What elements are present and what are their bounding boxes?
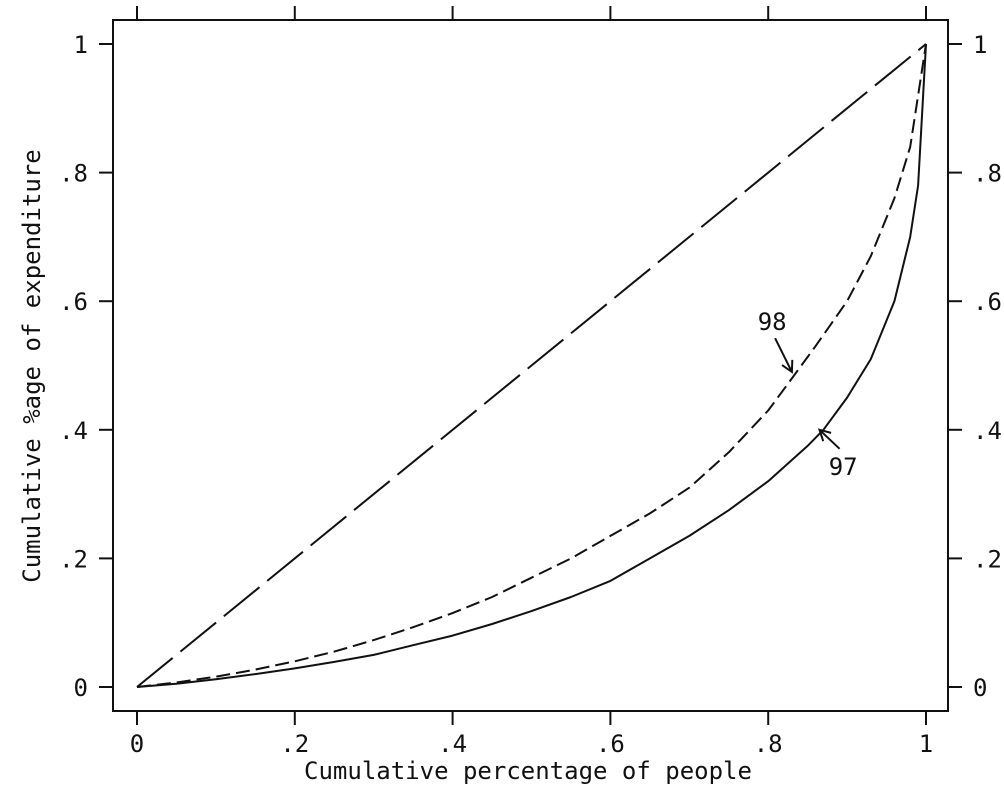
y-tick-label-left: .2 (59, 545, 88, 573)
tick-labels: 0 .2 .4 .6 .8 1 0 0 .2 .2 .4 .4 .6 .6 .8 .8 1 1 (59, 31, 1002, 758)
x-axis-label: Cumulative percentage of people (304, 757, 752, 785)
y-tick-label-right: .4 (973, 417, 1002, 445)
x-tick-label: 1 (919, 730, 933, 758)
annotation-label-97: 97 (829, 453, 858, 481)
annotation-arrowhead-98 (781, 359, 794, 374)
y-axis-label: Cumulative %age of expenditure (18, 149, 46, 582)
y-tick-label-left: 0 (74, 674, 88, 702)
y-tick-label-right: .6 (973, 288, 1002, 316)
y-tick-label-right: 1 (973, 31, 987, 59)
x-tick-label: .6 (596, 730, 625, 758)
plot-frame (112, 19, 949, 712)
annotation-arrow-98 (774, 337, 793, 373)
series-line-equality (136, 43, 927, 688)
y-tick-label-left: .6 (59, 288, 88, 316)
x-tick-label: 0 (130, 730, 144, 758)
y-tick-label-right: .2 (973, 545, 1002, 573)
x-tick-label: .8 (754, 730, 783, 758)
tick-marks (99, 6, 962, 725)
y-tick-label-left: .8 (59, 160, 88, 188)
y-tick-label-right: .8 (973, 160, 1002, 188)
series-line-97 (136, 43, 927, 688)
x-tick-label: .2 (280, 730, 309, 758)
series-line-98 (136, 43, 927, 688)
annotation-label-98: 98 (758, 308, 787, 336)
series-lines (136, 43, 927, 688)
y-tick-label-left: .4 (59, 417, 88, 445)
annotations: 98 97 (758, 308, 858, 481)
y-tick-label-right: 0 (973, 674, 987, 702)
annotation-arrowhead-97 (817, 428, 832, 442)
annotation-arrow-97 (818, 429, 841, 450)
y-tick-label-left: 1 (74, 31, 88, 59)
x-tick-label: .4 (438, 730, 467, 758)
